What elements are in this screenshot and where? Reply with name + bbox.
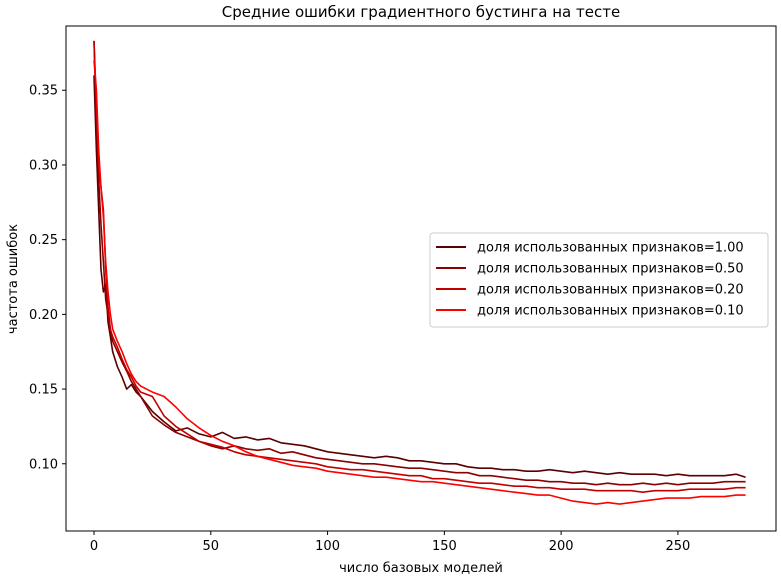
y-tick-label: 0.15: [29, 383, 58, 398]
y-tick-label: 0.20: [29, 308, 58, 323]
legend-label: доля использованных признаков=1.00: [477, 241, 744, 256]
legend-label: доля использованных признаков=0.50: [477, 262, 744, 277]
chart-title: Средние ошибки градиентного бустинга на …: [222, 3, 620, 21]
x-tick-label: 200: [549, 539, 574, 554]
y-tick-label: 0.10: [29, 457, 58, 472]
series-line-4: [93, 60, 746, 505]
series-line-1: [93, 75, 746, 478]
y-tick-label: 0.25: [29, 233, 58, 248]
x-tick-label: 50: [203, 539, 220, 554]
x-tick-label: 250: [665, 539, 690, 554]
y-tick-label: 0.35: [29, 84, 58, 99]
axes-frame: [65, 25, 777, 532]
plot-area: [93, 40, 746, 505]
legend: доля использованных признаков=1.00 доля и…: [429, 232, 769, 328]
x-tick-label: 100: [315, 539, 340, 554]
axis-ticks: 0 50 100 150 200 250 0.10 0.15 0.20 0.25 0.30 0.35: [29, 84, 690, 554]
x-axis-label: число базовых моделей: [339, 561, 503, 576]
x-tick-label: 150: [432, 539, 457, 554]
x-tick-label: 0: [90, 539, 98, 554]
legend-label: доля использованных признаков=0.20: [477, 283, 744, 298]
y-axis-label: частота ошибок: [6, 224, 21, 334]
legend-box: [429, 232, 769, 328]
y-tick-label: 0.30: [29, 158, 58, 173]
legend-label: доля использованных признаков=0.10: [477, 304, 744, 319]
series-line-3: [93, 40, 746, 493]
